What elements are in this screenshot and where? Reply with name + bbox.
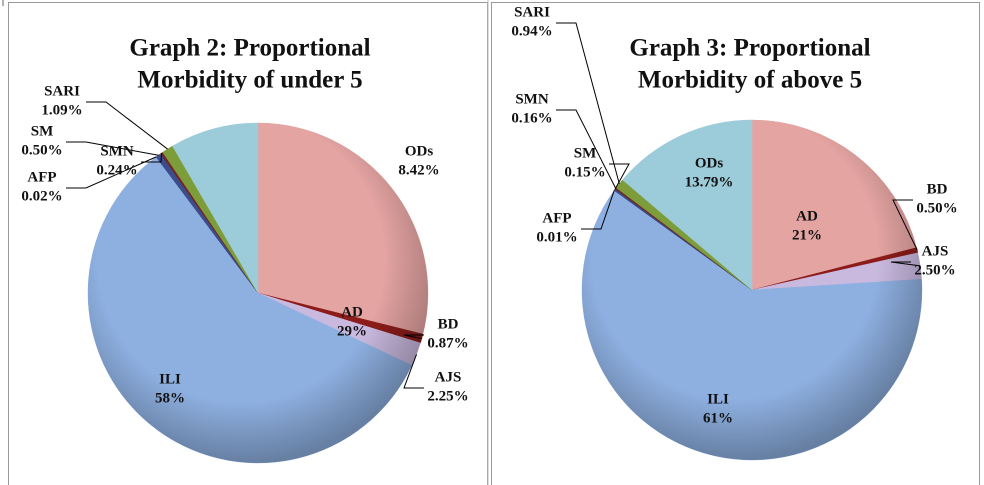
category-label: SARI	[44, 83, 80, 99]
category-label: SMN	[100, 143, 134, 159]
category-label: AJS	[922, 243, 949, 259]
category-label: ILI	[707, 391, 729, 407]
value-label: 0.24%	[96, 162, 137, 178]
category-label: SM	[31, 123, 54, 139]
value-label: 0.16%	[511, 110, 552, 126]
pie-shading	[88, 123, 428, 463]
category-label: SARI	[514, 4, 550, 20]
category-label: ILI	[159, 371, 181, 387]
pie-shading	[582, 120, 922, 460]
value-label: 0.50%	[916, 200, 957, 216]
value-label: 0.87%	[427, 335, 468, 351]
category-label: SM	[574, 145, 597, 161]
panel-border	[491, 2, 980, 485]
value-label: 0.15%	[564, 164, 605, 180]
leader-line	[66, 156, 157, 189]
category-label: ODs	[695, 155, 724, 171]
leader-line	[403, 354, 424, 389]
leader-line	[403, 334, 424, 340]
leader-line	[141, 152, 163, 163]
value-label: 13.79%	[685, 174, 734, 190]
value-label: 2.50%	[914, 262, 955, 278]
value-label: 0.01%	[536, 229, 577, 245]
category-label: BD	[927, 181, 948, 197]
leader-line	[892, 199, 918, 251]
leader-line	[66, 141, 159, 156]
leader-line	[890, 261, 921, 267]
value-label: 0.02%	[21, 188, 62, 204]
category-label: AD	[341, 304, 363, 320]
category-label: SMN	[515, 91, 549, 107]
value-label: 1.09%	[41, 102, 82, 118]
chart-title: Morbidity of under 5	[137, 67, 362, 94]
leader-line	[556, 22, 620, 184]
category-label: AFP	[27, 169, 56, 185]
leader-line	[86, 101, 168, 150]
leader-line	[581, 190, 615, 230]
chart-title: Graph 2: Proportional	[129, 35, 370, 62]
value-label: 21%	[792, 227, 822, 243]
value-label: 61%	[703, 410, 733, 426]
category-label: BD	[438, 316, 459, 332]
category-label: AD	[796, 208, 818, 224]
category-label: ODs	[405, 143, 434, 159]
chart-title: Morbidity of above 5	[638, 67, 862, 94]
value-label: 0.50%	[21, 142, 62, 158]
chart-title: Graph 3: Proportional	[629, 35, 870, 62]
value-label: 0.94%	[511, 23, 552, 39]
value-label: 8.42%	[398, 162, 439, 178]
leader-line	[609, 163, 630, 190]
value-label: 29%	[337, 323, 367, 339]
value-label: 58%	[155, 390, 185, 406]
value-label: 2.25%	[427, 388, 468, 404]
leader-line	[556, 109, 617, 189]
category-label: AJS	[435, 369, 462, 385]
category-label: AFP	[542, 210, 571, 226]
